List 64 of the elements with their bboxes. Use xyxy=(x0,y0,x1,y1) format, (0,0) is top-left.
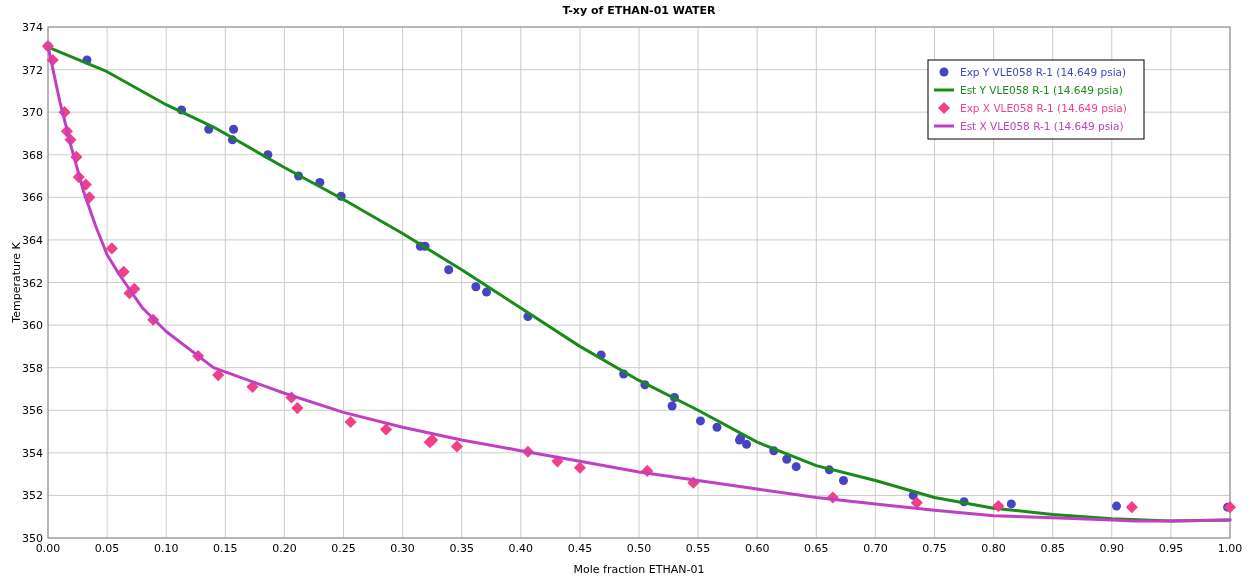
point xyxy=(1112,501,1122,511)
x-tick-label: 0.35 xyxy=(449,542,474,555)
y-axis-title: Temperature K xyxy=(10,241,23,324)
x-tick-label: 0.10 xyxy=(153,542,179,555)
x-tick-label: 0.15 xyxy=(213,542,238,555)
x-tick-label: 0.40 xyxy=(508,542,534,555)
point xyxy=(379,423,393,436)
x-tick-label: 0.00 xyxy=(35,542,61,555)
x-tick-label: 0.30 xyxy=(390,542,415,555)
point xyxy=(450,440,464,453)
x-tick-label: 0.45 xyxy=(567,542,593,555)
y-tick-label: 366 xyxy=(22,191,43,205)
point xyxy=(992,499,1005,513)
point xyxy=(344,415,357,429)
point xyxy=(482,287,492,297)
y-tick-label: 350 xyxy=(22,532,43,545)
point xyxy=(444,265,454,275)
point xyxy=(667,401,677,411)
y-tick-label: 358 xyxy=(22,361,43,375)
y-tick-label: 364 xyxy=(22,233,43,247)
point xyxy=(791,462,801,472)
x-tick-label: 0.60 xyxy=(744,542,770,555)
point xyxy=(782,454,792,464)
x-tick-label: 0.55 xyxy=(685,542,711,555)
point xyxy=(1006,499,1016,509)
legend-label: Exp Y VLE058 R-1 (14.649 psia) xyxy=(960,66,1127,78)
y-tick-label: 362 xyxy=(22,276,43,290)
x-tick-label: 0.95 xyxy=(1158,542,1184,555)
point xyxy=(712,422,722,432)
x-tick-label: 0.25 xyxy=(331,542,356,555)
point xyxy=(695,416,705,426)
x-tick-label: 0.75 xyxy=(922,542,947,555)
y-tick-label: 356 xyxy=(22,404,43,418)
x-axis-title: Mole fraction ETHAN-01 xyxy=(573,563,705,576)
point xyxy=(212,369,225,382)
point xyxy=(229,124,239,134)
y-tick-label: 360 xyxy=(22,319,43,333)
point xyxy=(105,242,118,255)
x-tick-label: 0.20 xyxy=(272,542,297,555)
y-tick-label: 372 xyxy=(22,63,43,77)
point xyxy=(291,402,304,415)
point xyxy=(742,439,752,449)
x-tick-label: 0.50 xyxy=(626,542,652,555)
chart-title: T-xy of ETHAN-01 WATER xyxy=(562,4,717,17)
x-tick-label: 1.00 xyxy=(1217,542,1243,555)
legend-label: Exp X VLE058 R-1 (14.649 psia) xyxy=(960,102,1127,114)
point xyxy=(1125,501,1138,514)
y-tick-label: 370 xyxy=(22,106,43,120)
y-tick-label: 352 xyxy=(22,489,43,503)
x-tick-label: 0.70 xyxy=(863,542,888,555)
x-tick-label: 0.05 xyxy=(94,542,120,555)
legend-label: Est X VLE058 R-1 (14.649 psia) xyxy=(960,120,1124,132)
y-tick-label: 354 xyxy=(22,446,43,460)
y-tick-label: 374 xyxy=(22,21,43,34)
legend-label: Est Y VLE058 R-1 (14.649 psia) xyxy=(960,84,1123,96)
point xyxy=(573,461,586,474)
y-tick-label: 368 xyxy=(22,148,43,162)
x-tick-label: 0.65 xyxy=(804,542,829,555)
x-tick-label: 0.85 xyxy=(1040,542,1065,555)
x-tick-label: 0.80 xyxy=(981,542,1006,555)
point xyxy=(1223,501,1237,514)
point xyxy=(838,476,848,486)
point xyxy=(471,282,481,292)
x-tick-label: 0.90 xyxy=(1099,542,1125,555)
